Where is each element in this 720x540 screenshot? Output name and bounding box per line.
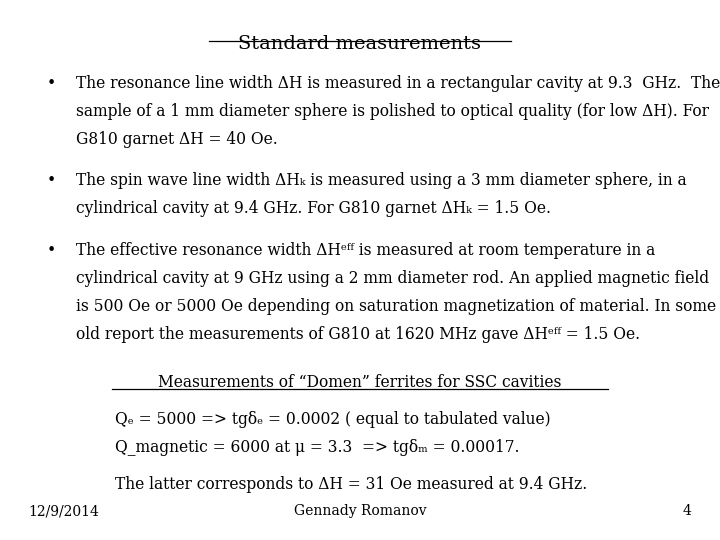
Text: •: • <box>47 75 56 91</box>
Text: 12/9/2014: 12/9/2014 <box>29 504 99 518</box>
Text: Standard measurements: Standard measurements <box>238 35 482 53</box>
Text: sample of a 1 mm diameter sphere is polished to optical quality (for low ΔH). Fo: sample of a 1 mm diameter sphere is poli… <box>76 103 708 119</box>
Text: The resonance line width ΔH is measured in a rectangular cavity at 9.3  GHz.  Th: The resonance line width ΔH is measured … <box>76 75 720 91</box>
Text: 4: 4 <box>683 504 691 518</box>
Text: cylindrical cavity at 9 GHz using a 2 mm diameter rod. An applied magnetic field: cylindrical cavity at 9 GHz using a 2 mm… <box>76 270 708 287</box>
Text: The spin wave line width ΔHₖ is measured using a 3 mm diameter sphere, in a: The spin wave line width ΔHₖ is measured… <box>76 172 686 189</box>
Text: cylindrical cavity at 9.4 GHz. For G810 garnet ΔHₖ = 1.5 Oe.: cylindrical cavity at 9.4 GHz. For G810 … <box>76 200 551 217</box>
Text: The latter corresponds to ΔH = 31 Oe measured at 9.4 GHz.: The latter corresponds to ΔH = 31 Oe mea… <box>115 476 588 492</box>
Text: G810 garnet ΔH = 40 Oe.: G810 garnet ΔH = 40 Oe. <box>76 131 277 147</box>
Text: Qₑ = 5000 => tgδₑ = 0.0002 ( equal to tabulated value): Qₑ = 5000 => tgδₑ = 0.0002 ( equal to ta… <box>115 411 551 428</box>
Text: Gennady Romanov: Gennady Romanov <box>294 504 426 518</box>
Text: old report the measurements of G810 at 1620 MHz gave ΔHᵉᶠᶠ = 1.5 Oe.: old report the measurements of G810 at 1… <box>76 326 640 343</box>
Text: •: • <box>47 242 56 259</box>
Text: Measurements of “Domen” ferrites for SSC cavities: Measurements of “Domen” ferrites for SSC… <box>158 375 562 392</box>
Text: The effective resonance width ΔHᵉᶠᶠ is measured at room temperature in a: The effective resonance width ΔHᵉᶠᶠ is m… <box>76 242 655 259</box>
Text: is 500 Oe or 5000 Oe depending on saturation magnetization of material. In some: is 500 Oe or 5000 Oe depending on satura… <box>76 298 716 315</box>
Text: Q_magnetic = 6000 at μ = 3.3  => tgδₘ = 0.00017.: Q_magnetic = 6000 at μ = 3.3 => tgδₘ = 0… <box>115 439 520 456</box>
Text: •: • <box>47 172 56 189</box>
